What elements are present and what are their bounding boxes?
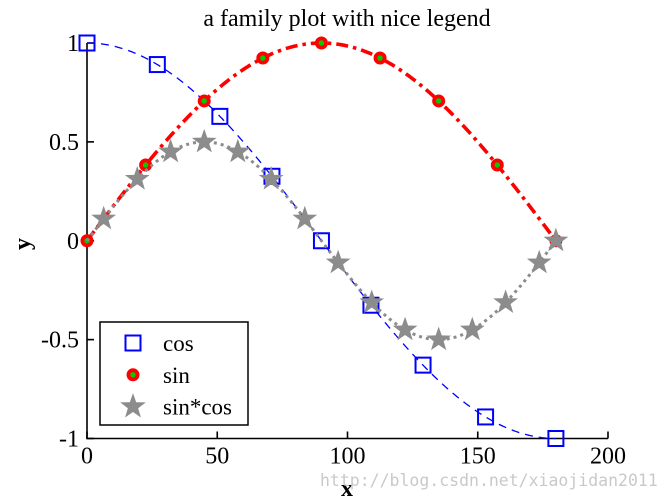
data-marker [526, 249, 552, 274]
data-marker [426, 326, 452, 351]
y-tick-label: -0.5 [41, 328, 79, 354]
data-marker [139, 158, 153, 172]
series-sin-cos [85, 128, 569, 351]
data-marker [124, 166, 150, 190]
data-marker [493, 289, 518, 313]
legend: cos sin sin*cos [99, 321, 249, 426]
legend-marker [126, 368, 140, 382]
data-marker [325, 249, 351, 274]
data-marker [225, 138, 251, 163]
x-axis-label: x [341, 476, 353, 502]
legend-entry-sin: sin [126, 363, 190, 388]
data-marker [459, 316, 485, 341]
data-marker [359, 289, 385, 313]
series-line [85, 140, 558, 342]
data-marker [477, 408, 495, 426]
data-marker [543, 227, 569, 252]
series-sin [80, 36, 563, 248]
data-marker [258, 166, 284, 190]
data-marker [91, 205, 117, 230]
data-marker [490, 158, 504, 172]
data-marker [78, 34, 96, 52]
axes: 0 50 100 150 200 1 0.5 0 -0.5 -1 [41, 31, 626, 470]
data-marker [392, 316, 418, 341]
y-tick-label: 0 [67, 229, 79, 255]
y-tick-label: -1 [59, 427, 79, 453]
data-marker [547, 430, 565, 447]
x-tick-label: 100 [330, 444, 366, 470]
data-marker [432, 94, 446, 108]
data-marker [197, 94, 211, 108]
legend-entry-label: sin [163, 363, 190, 388]
data-marker [414, 356, 432, 374]
legend-entry-sin-cos: sin*cos [120, 393, 232, 420]
chart-title: a family plot with nice legend [203, 6, 490, 32]
x-tick-label: 0 [81, 444, 93, 470]
legend-entry-cos: cos [124, 331, 194, 356]
y-tick-label: 0.5 [49, 130, 79, 156]
plot-series [78, 34, 569, 447]
data-marker [148, 56, 166, 74]
data-marker [191, 128, 217, 153]
watermark: http://blog.csdn.net/xiaojidan2011 [320, 471, 658, 490]
y-tick-label: 1 [67, 31, 79, 57]
legend-entry-label: sin*cos [163, 395, 232, 420]
data-marker [373, 51, 387, 65]
data-marker [211, 107, 229, 125]
legend-marker [124, 334, 142, 352]
data-marker [314, 36, 328, 50]
data-marker [256, 51, 270, 65]
x-tick-label: 150 [460, 444, 496, 470]
x-tick-label: 200 [590, 444, 626, 470]
x-tick-label: 50 [205, 444, 229, 470]
y-axis-label: y [10, 238, 36, 250]
data-marker [292, 205, 318, 230]
data-marker [312, 232, 330, 250]
legend-marker [120, 393, 146, 418]
data-marker [158, 138, 183, 163]
legend-entry-label: cos [163, 331, 194, 356]
